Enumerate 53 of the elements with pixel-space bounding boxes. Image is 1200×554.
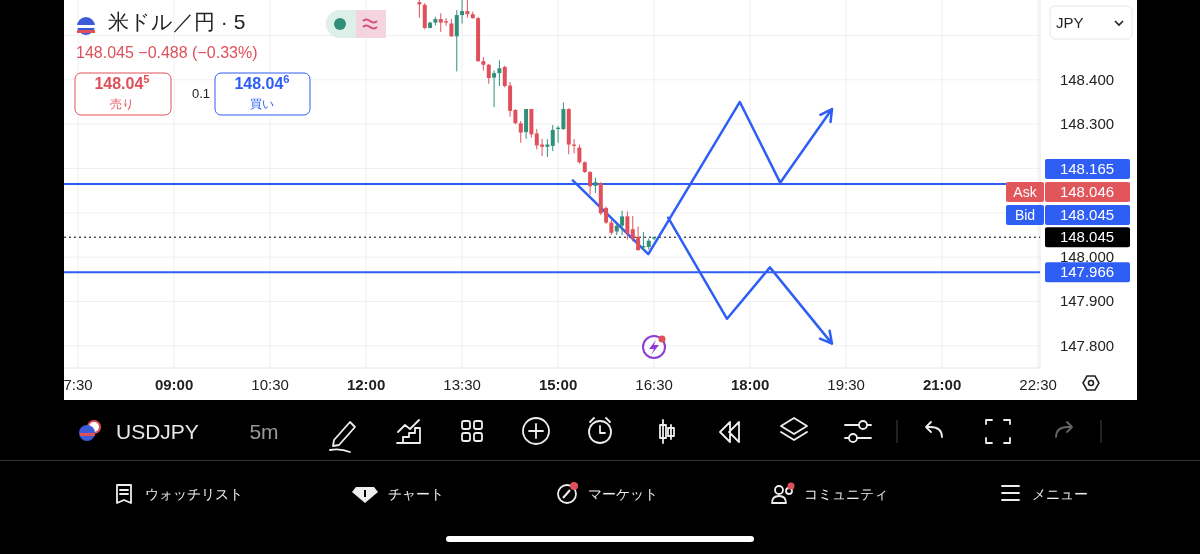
x-tick-label: 13:30 [443, 376, 481, 393]
candlestick [625, 210, 630, 240]
annotation: Bid [1014, 207, 1036, 223]
y-tick-label: 147.800 [1059, 336, 1115, 354]
candlestick [534, 128, 539, 150]
text: 米ドル／円 · 5 [108, 10, 246, 33]
text: USDJPY [116, 420, 199, 443]
text: JPY [1056, 14, 1084, 31]
candlestick [454, 9, 459, 72]
y-tick-label: 147.900 [1059, 292, 1115, 310]
annotation: Ask [1013, 184, 1038, 200]
x-tick-label: 22:30 [1019, 376, 1057, 393]
text: チャート [388, 486, 444, 502]
candlestick [502, 65, 507, 88]
ref-line-label: 148.045 [1059, 228, 1115, 246]
candlestick [486, 63, 491, 85]
text: メニュー [1032, 486, 1088, 502]
annotation: 148.045 −0.488 (−0.33%) [76, 44, 258, 61]
annotation: 売り [110, 97, 134, 111]
candlestick [524, 108, 529, 140]
x-tick-label: 7:30 [63, 376, 93, 393]
candlestick [588, 170, 593, 196]
text: ウォッチリスト [145, 486, 243, 502]
x-tick-label: 12:00 [346, 376, 386, 393]
y-tick-label: 148.400 [1059, 70, 1115, 88]
annotation: 買い [250, 97, 274, 111]
x-tick-label: 19:30 [827, 376, 865, 393]
text: マーケット [588, 486, 658, 502]
text: 148.045 [1059, 206, 1115, 223]
annotation: 148.04$^{6}$ [234, 73, 290, 92]
candlestick [460, 0, 465, 24]
text: 148.046 [1059, 183, 1115, 200]
text: 5m [249, 420, 279, 443]
annotation: 148.04$^{5}$ [94, 73, 150, 92]
x-tick-label: 10:30 [251, 376, 289, 393]
x-tick-label: 09:00 [154, 376, 194, 393]
candlestick [422, 2, 427, 30]
x-tick-label: 15:00 [538, 376, 578, 393]
candlestick [518, 120, 523, 144]
candlestick [577, 144, 582, 165]
text: コミュニティ [804, 486, 888, 502]
x-tick-label: 16:30 [635, 376, 673, 393]
x-tick-label: 21:00 [922, 376, 962, 393]
x-tick-label: 18:00 [730, 376, 770, 393]
ref-line-label: 147.966 [1059, 263, 1115, 281]
y-tick-label: 148.000 [1059, 248, 1115, 266]
annotation: 0.1 [192, 86, 211, 101]
candlestick [620, 210, 625, 236]
y-tick-label: 148.300 [1059, 115, 1115, 133]
candlestick [497, 59, 502, 87]
candlestick [492, 70, 497, 108]
candlestick [550, 124, 555, 152]
ref-line-label: 148.165 [1059, 160, 1115, 177]
